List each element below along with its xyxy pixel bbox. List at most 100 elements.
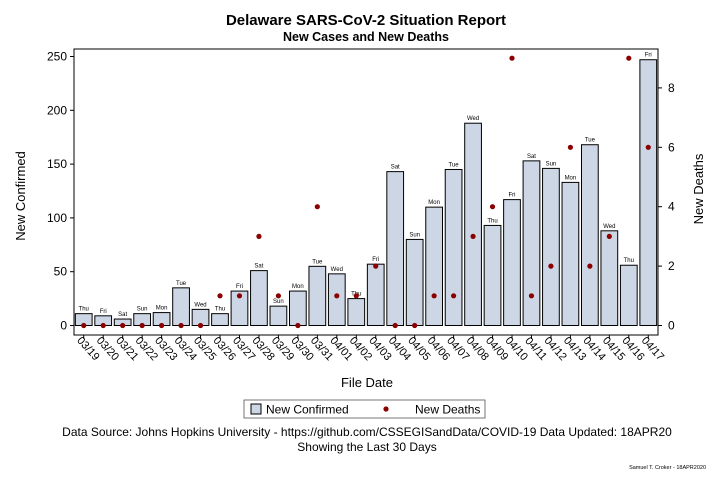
bar-day-label: Thu <box>215 307 225 313</box>
bar <box>619 264 638 326</box>
bar <box>464 122 482 326</box>
death-point <box>197 322 204 329</box>
bar-day-label: Wed <box>331 267 343 273</box>
y-axis-label: New Confirmed <box>13 151 28 241</box>
death-point <box>626 55 632 61</box>
x-tick-label: 04/17 <box>639 335 666 363</box>
death-point <box>139 322 145 329</box>
y-tick-label: 0 <box>60 319 67 333</box>
death-point <box>178 322 184 329</box>
bar-day-label: Fri <box>372 257 379 263</box>
bar-day-label: Tue <box>176 281 187 287</box>
death-point <box>217 293 223 299</box>
death-point <box>606 233 612 239</box>
bar-day-label: Fri <box>509 193 516 199</box>
y2-tick-label: 4 <box>668 200 675 214</box>
bar <box>211 313 229 327</box>
bar <box>581 144 599 326</box>
bar <box>600 230 619 326</box>
death-point <box>236 293 243 299</box>
death-point <box>100 322 106 329</box>
bar <box>172 287 190 326</box>
death-point <box>256 233 262 239</box>
bar <box>386 171 405 326</box>
legend-item-deaths: New Deaths <box>415 403 480 417</box>
bar <box>503 199 521 326</box>
bar-day-label: Mon <box>292 284 304 290</box>
y-tick-label: 150 <box>47 157 67 171</box>
y2-tick-label: 2 <box>668 259 675 273</box>
bar-day-label: Sun <box>273 299 284 305</box>
death-point <box>81 322 87 329</box>
legend-swatch-dot <box>383 406 389 412</box>
bar-day-label: Tue <box>312 259 323 265</box>
death-point <box>509 55 515 61</box>
death-point <box>587 263 593 269</box>
bar <box>366 263 385 327</box>
bar-day-label: Wed <box>467 116 479 122</box>
window-note: Showing the Last 30 Days <box>297 440 436 454</box>
bar-day-label: Wed <box>603 224 615 230</box>
death-point <box>295 322 301 329</box>
bar <box>289 290 307 327</box>
x-axis: 03/1903/2003/2103/2203/2303/2403/2503/26… <box>74 335 666 363</box>
legend: New Confirmed New Deaths <box>243 399 486 419</box>
y2-tick-label: 6 <box>668 140 675 154</box>
bar-day-label: Tue <box>585 138 596 144</box>
death-point <box>470 233 476 239</box>
y2-tick-label: 0 <box>668 319 675 333</box>
x-axis-label: File Date <box>341 375 393 390</box>
bar <box>483 224 502 326</box>
bar <box>639 59 658 326</box>
bar-day-label: Sat <box>527 154 536 160</box>
bar <box>405 238 424 326</box>
bar <box>347 298 366 327</box>
bar-day-label: Thu <box>487 218 497 224</box>
death-series <box>81 55 651 329</box>
death-point <box>120 322 126 329</box>
legend-swatch-bar <box>250 403 262 415</box>
bar-day-label: Mon <box>156 306 168 312</box>
death-point <box>334 293 340 299</box>
legend-item-confirmed: New Confirmed <box>266 403 349 417</box>
bar <box>561 181 580 326</box>
death-point <box>489 204 496 210</box>
death-point <box>373 263 379 269</box>
bar <box>444 168 463 326</box>
bar-day-label: Fri <box>100 309 107 315</box>
bar-day-label: Wed <box>194 302 206 308</box>
death-point <box>528 293 535 299</box>
bar-day-label: Sat <box>254 264 263 270</box>
bar-day-label: Thu <box>79 307 89 313</box>
bar-series <box>74 59 658 327</box>
y2-axis-label: New Deaths <box>691 153 706 224</box>
death-point <box>567 144 574 150</box>
bar-day-label: Tue <box>449 162 460 168</box>
death-point <box>451 293 457 299</box>
death-point <box>275 293 281 299</box>
death-point <box>412 322 418 329</box>
bar <box>327 273 346 327</box>
bar-day-label: Mon <box>428 200 440 206</box>
y-tick-label: 100 <box>47 211 67 225</box>
bar <box>425 206 444 326</box>
bar <box>230 290 249 327</box>
bar <box>308 265 327 327</box>
chart-title: Delaware SARS-CoV-2 Situation Report <box>226 12 506 29</box>
bar-day-label: Sun <box>137 307 148 313</box>
y-tick-label: 50 <box>54 265 68 279</box>
y-tick-label: 200 <box>47 103 67 117</box>
y-axis-right: 0 2 4 6 8 <box>658 81 675 333</box>
source-note: Data Source: Johns Hopkins University - … <box>62 425 672 439</box>
bar <box>542 167 560 326</box>
bar <box>269 305 288 327</box>
bar-day-label: Sat <box>118 312 127 318</box>
legend-box <box>243 399 486 419</box>
bar-day-label: Sun <box>409 232 420 238</box>
bar <box>250 270 268 326</box>
bar-day-label: Thu <box>624 258 634 264</box>
bar-day-label: Mon <box>565 175 577 181</box>
chart-subtitle: New Cases and New Deaths <box>283 30 449 44</box>
death-point <box>159 322 165 329</box>
